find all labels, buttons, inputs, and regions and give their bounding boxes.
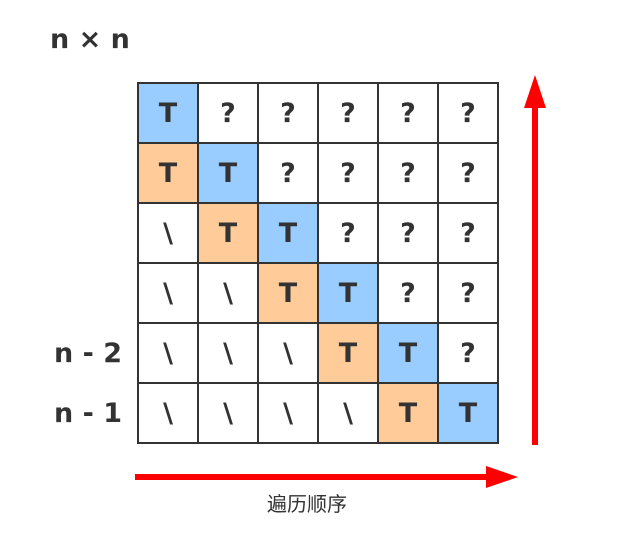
grid-cell-r2-c2: T — [259, 204, 319, 264]
traversal-order-caption: 遍历顺序 — [267, 492, 347, 516]
grid-cell-r2-c5: ? — [439, 204, 499, 264]
grid-cell-r0-c3: ? — [319, 82, 379, 144]
grid-cell-r1-c4: ? — [379, 144, 439, 204]
grid-cell-r5-c1: \ — [199, 384, 259, 444]
grid-cell-r4-c0: \ — [137, 324, 199, 384]
grid-cell-r5-c2: \ — [259, 384, 319, 444]
grid-cell-r3-c1: \ — [199, 264, 259, 324]
grid-cell-r5-c5: T — [439, 384, 499, 444]
grid-cell-r1-c2: ? — [259, 144, 319, 204]
grid-cell-r3-c4: ? — [379, 264, 439, 324]
grid-cell-r1-c3: ? — [319, 144, 379, 204]
grid-cell-r2-c3: ? — [319, 204, 379, 264]
grid-cell-r2-c4: ? — [379, 204, 439, 264]
grid-cell-r0-c0: T — [137, 82, 199, 144]
grid-cell-r0-c4: ? — [379, 82, 439, 144]
grid-cell-r1-c5: ? — [439, 144, 499, 204]
grid-cell-r3-c5: ? — [439, 264, 499, 324]
horizontal-arrow — [135, 466, 518, 488]
grid-cell-r0-c5: ? — [439, 82, 499, 144]
grid-cell-r3-c0: \ — [137, 264, 199, 324]
dp-grid: T????? T T???? \ T T??? \ \ T T?? \ \ \ T T? \ \ \ \ T T — [137, 82, 499, 444]
grid-cell-r5-c3: \ — [319, 384, 379, 444]
grid-cell-r1-c0: T — [137, 144, 199, 204]
grid-cell-r4-c4: T — [379, 324, 439, 384]
diagram-title: n × n — [50, 24, 130, 55]
grid-cell-r5-c0: \ — [137, 384, 199, 444]
grid-cell-r5-c4: T — [379, 384, 439, 444]
row-label-n-minus-2: n - 2 — [54, 338, 123, 369]
vertical-arrow — [524, 75, 546, 445]
grid-cell-r3-c2: T — [259, 264, 319, 324]
grid-cell-r4-c1: \ — [199, 324, 259, 384]
grid-cell-r0-c1: ? — [199, 82, 259, 144]
grid-cell-r0-c2: ? — [259, 82, 319, 144]
row-label-n-minus-1: n - 1 — [54, 398, 123, 429]
grid-cell-r1-c1: T — [199, 144, 259, 204]
grid-cell-r4-c2: \ — [259, 324, 319, 384]
grid-cell-r4-c5: ? — [439, 324, 499, 384]
grid-cell-r2-c0: \ — [137, 204, 199, 264]
grid-cell-r3-c3: T — [319, 264, 379, 324]
grid-cell-r2-c1: T — [199, 204, 259, 264]
grid-cell-r4-c3: T — [319, 324, 379, 384]
